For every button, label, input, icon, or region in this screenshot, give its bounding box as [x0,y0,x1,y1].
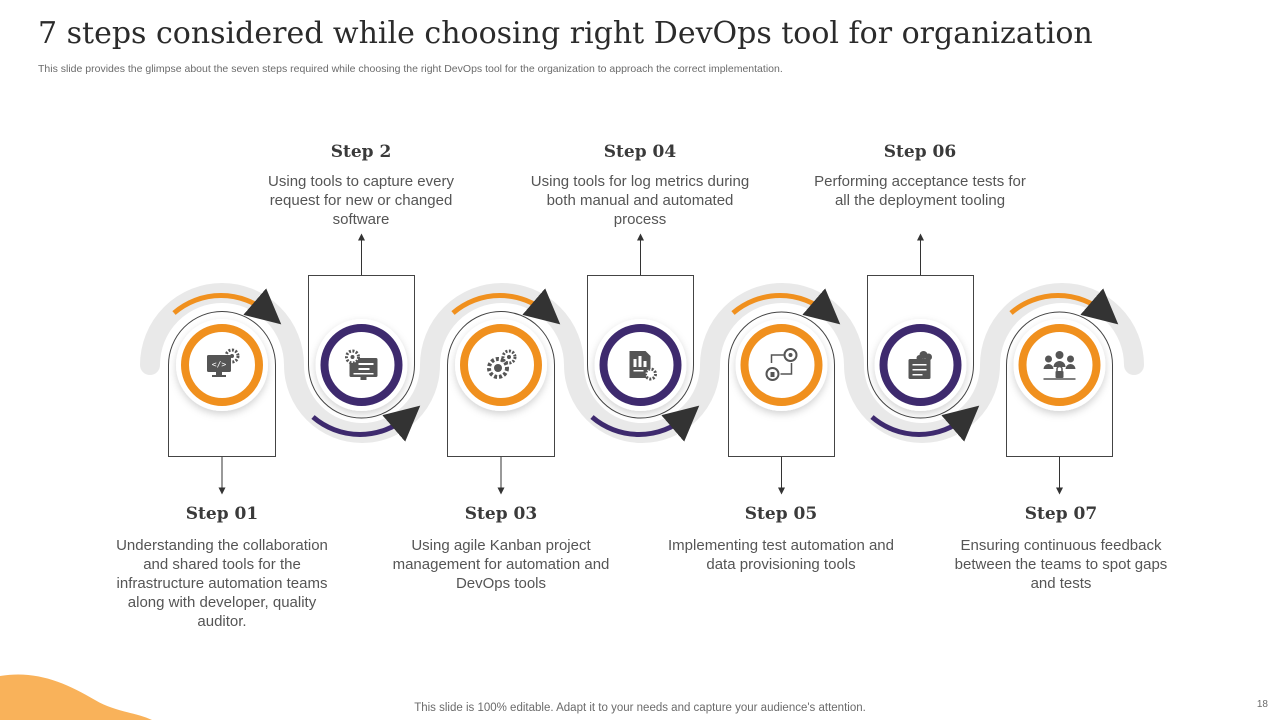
step-07-node [1006,288,1119,495]
step-07-description: Ensuring continuous feedback between the… [954,537,1168,592]
step-05-description: Implementing test automation and data pr… [668,537,894,573]
step-05-ring [740,324,823,406]
step-07-title: Step 07 [1024,504,1098,524]
slide-title: 7 steps considered while choosing right … [38,16,1093,51]
step-04-description: Using tools for log metrics during both … [530,173,750,228]
step-04-title: Step 04 [603,142,677,162]
footer-note: This slide is 100% editable. Adapt it to… [414,702,866,714]
slide-subtitle: This slide provides the glimpse about th… [38,63,783,75]
step-01-arc-arrow [172,288,282,325]
step-02-description: Using tools to capture every request for… [268,173,454,228]
step-05-node [728,288,841,495]
step-03-arc-arrow [451,288,561,325]
step-01-description: Understanding the collaboration and shar… [116,537,328,630]
report-document-gear-icon [629,351,657,381]
step-02-arc-arrow [311,405,421,442]
step-06-title: Step 06 [883,142,957,162]
step-05-title: Step 05 [744,504,818,524]
step-03-description: Using agile Kanban project management fo… [392,537,610,592]
network-cycle-icon [765,348,798,381]
code-monitor-gear-icon: </> [207,348,240,377]
step-06-arc-arrow [870,405,980,442]
svg-text:</>: </> [212,360,227,369]
step-03-ring [460,324,542,406]
step-06-node [867,233,980,442]
gears-icon [487,349,517,379]
cloud-server-icon [908,351,932,379]
step-04-node [587,233,700,442]
step-01-title: Step 01 [185,504,259,524]
step-03-node [447,288,561,495]
step-02-title: Step 2 [330,142,392,162]
step-05-arc-arrow [731,288,841,325]
page-number: 18 [1256,699,1268,710]
step-01-node: </> [168,288,282,495]
step-02-node [308,233,421,442]
team-lock-icon [1043,351,1076,380]
step-03-title: Step 03 [464,504,538,524]
gear-dashboard-monitor-icon [345,349,378,380]
decorative-blob [0,674,152,720]
step-06-description: Performing acceptance tests for all the … [814,173,1026,209]
step-07-arc-arrow [1009,288,1119,325]
step-04-arc-arrow [590,405,700,442]
